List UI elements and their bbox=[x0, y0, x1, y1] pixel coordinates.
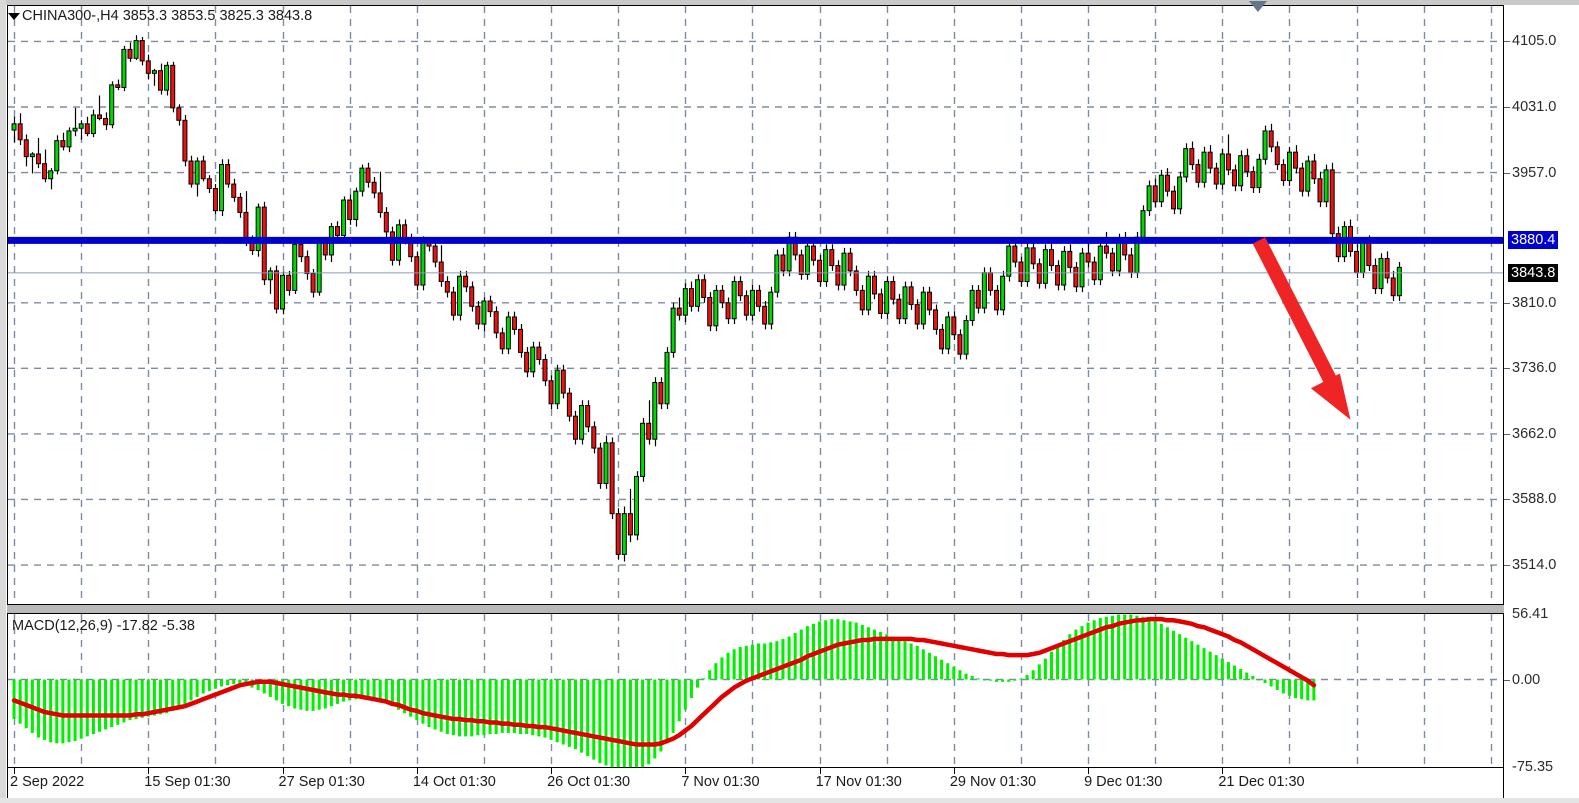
price-axis-tick bbox=[1504, 172, 1510, 174]
time-axis-tick bbox=[148, 768, 150, 774]
price-axis-tick bbox=[1504, 302, 1510, 304]
price-axis-label: 4031.0 bbox=[1512, 98, 1557, 115]
time-axis-tick bbox=[1088, 768, 1090, 774]
time-axis-label: 9 Dec 01:30 bbox=[1084, 774, 1163, 790]
price-axis-tick bbox=[1504, 41, 1510, 43]
price-axis-tick bbox=[1504, 433, 1510, 435]
time-axis-label: 29 Nov 01:30 bbox=[949, 774, 1037, 790]
price-axis-scale[interactable]: 4105.0 4031.0 3957.0 3810.0 3736.0 3662.0 3588… bbox=[1504, 5, 1579, 606]
price-chart-canvas[interactable] bbox=[8, 6, 1503, 604]
time-axis-label: 27 Sep 01:30 bbox=[278, 774, 365, 790]
macd-axis-tick bbox=[1504, 679, 1510, 681]
price-axis-label: 3736.0 bbox=[1512, 360, 1557, 377]
time-axis-tick bbox=[282, 768, 284, 774]
price-axis-label: 3662.0 bbox=[1512, 425, 1557, 442]
time-axis[interactable]: 2 Sep 2022 15 Sep 01:30 27 Sep 01:30 14 Oct… bbox=[7, 768, 1504, 798]
price-axis-label: 3957.0 bbox=[1512, 164, 1557, 181]
time-axis-label: 15 Sep 01:30 bbox=[144, 774, 231, 790]
macd-axis-scale[interactable]: 56.41 0.00 -75.35 bbox=[1504, 606, 1579, 775]
time-axis-tick bbox=[416, 768, 418, 774]
time-axis-tick bbox=[953, 768, 955, 774]
time-axis-label: 26 Oct 01:30 bbox=[547, 774, 631, 790]
triangle-down-icon[interactable] bbox=[8, 13, 20, 20]
macd-axis-label: -75.35 bbox=[1512, 759, 1554, 775]
time-axis-label: 21 Dec 01:30 bbox=[1218, 774, 1305, 790]
window-bottom-strip bbox=[0, 798, 1579, 803]
time-axis-label: 2 Sep 2022 bbox=[10, 774, 85, 790]
price-axis-tick bbox=[1504, 565, 1510, 567]
window-left-strip bbox=[0, 0, 6, 803]
macd-indicator-panel[interactable] bbox=[7, 613, 1504, 768]
price-axis-tick bbox=[1504, 499, 1510, 501]
time-axis-tick bbox=[14, 768, 16, 774]
time-axis-label: 7 Nov 01:30 bbox=[681, 774, 760, 790]
current-price-label[interactable]: 3843.8 bbox=[1508, 263, 1559, 282]
macd-axis-label: 0.00 bbox=[1512, 671, 1541, 688]
time-axis-tick bbox=[551, 768, 553, 774]
macd-chart-canvas[interactable] bbox=[8, 614, 1503, 767]
level-price-label[interactable]: 3880.4 bbox=[1508, 231, 1559, 250]
price-axis-label: 3810.0 bbox=[1512, 294, 1557, 311]
macd-header-label: MACD(12,26,9) -17.82 -5.38 bbox=[12, 618, 195, 634]
price-axis-tick bbox=[1504, 106, 1510, 108]
price-axis-label: 3514.0 bbox=[1512, 557, 1557, 574]
price-axis-label: 4105.0 bbox=[1512, 33, 1557, 50]
price-axis-tick bbox=[1504, 368, 1510, 370]
time-axis-label: 14 Oct 01:30 bbox=[412, 774, 496, 790]
price-chart-panel[interactable] bbox=[7, 5, 1504, 605]
panel-separator[interactable] bbox=[7, 605, 1504, 613]
top-pointer-marker bbox=[1248, 1, 1267, 12]
price-axis-label: 3588.0 bbox=[1512, 491, 1557, 508]
time-axis-tick bbox=[819, 768, 821, 774]
window-top-strip bbox=[0, 0, 1579, 5]
time-axis-label: 17 Nov 01:30 bbox=[815, 774, 902, 790]
chart-header-label: CHINA300-,H4 3853.3 3853.5 3825.3 3843.8 bbox=[22, 8, 313, 24]
time-axis-tick bbox=[685, 768, 687, 774]
time-axis-tick bbox=[1222, 768, 1224, 774]
macd-axis-label: 56.41 bbox=[1512, 606, 1549, 622]
